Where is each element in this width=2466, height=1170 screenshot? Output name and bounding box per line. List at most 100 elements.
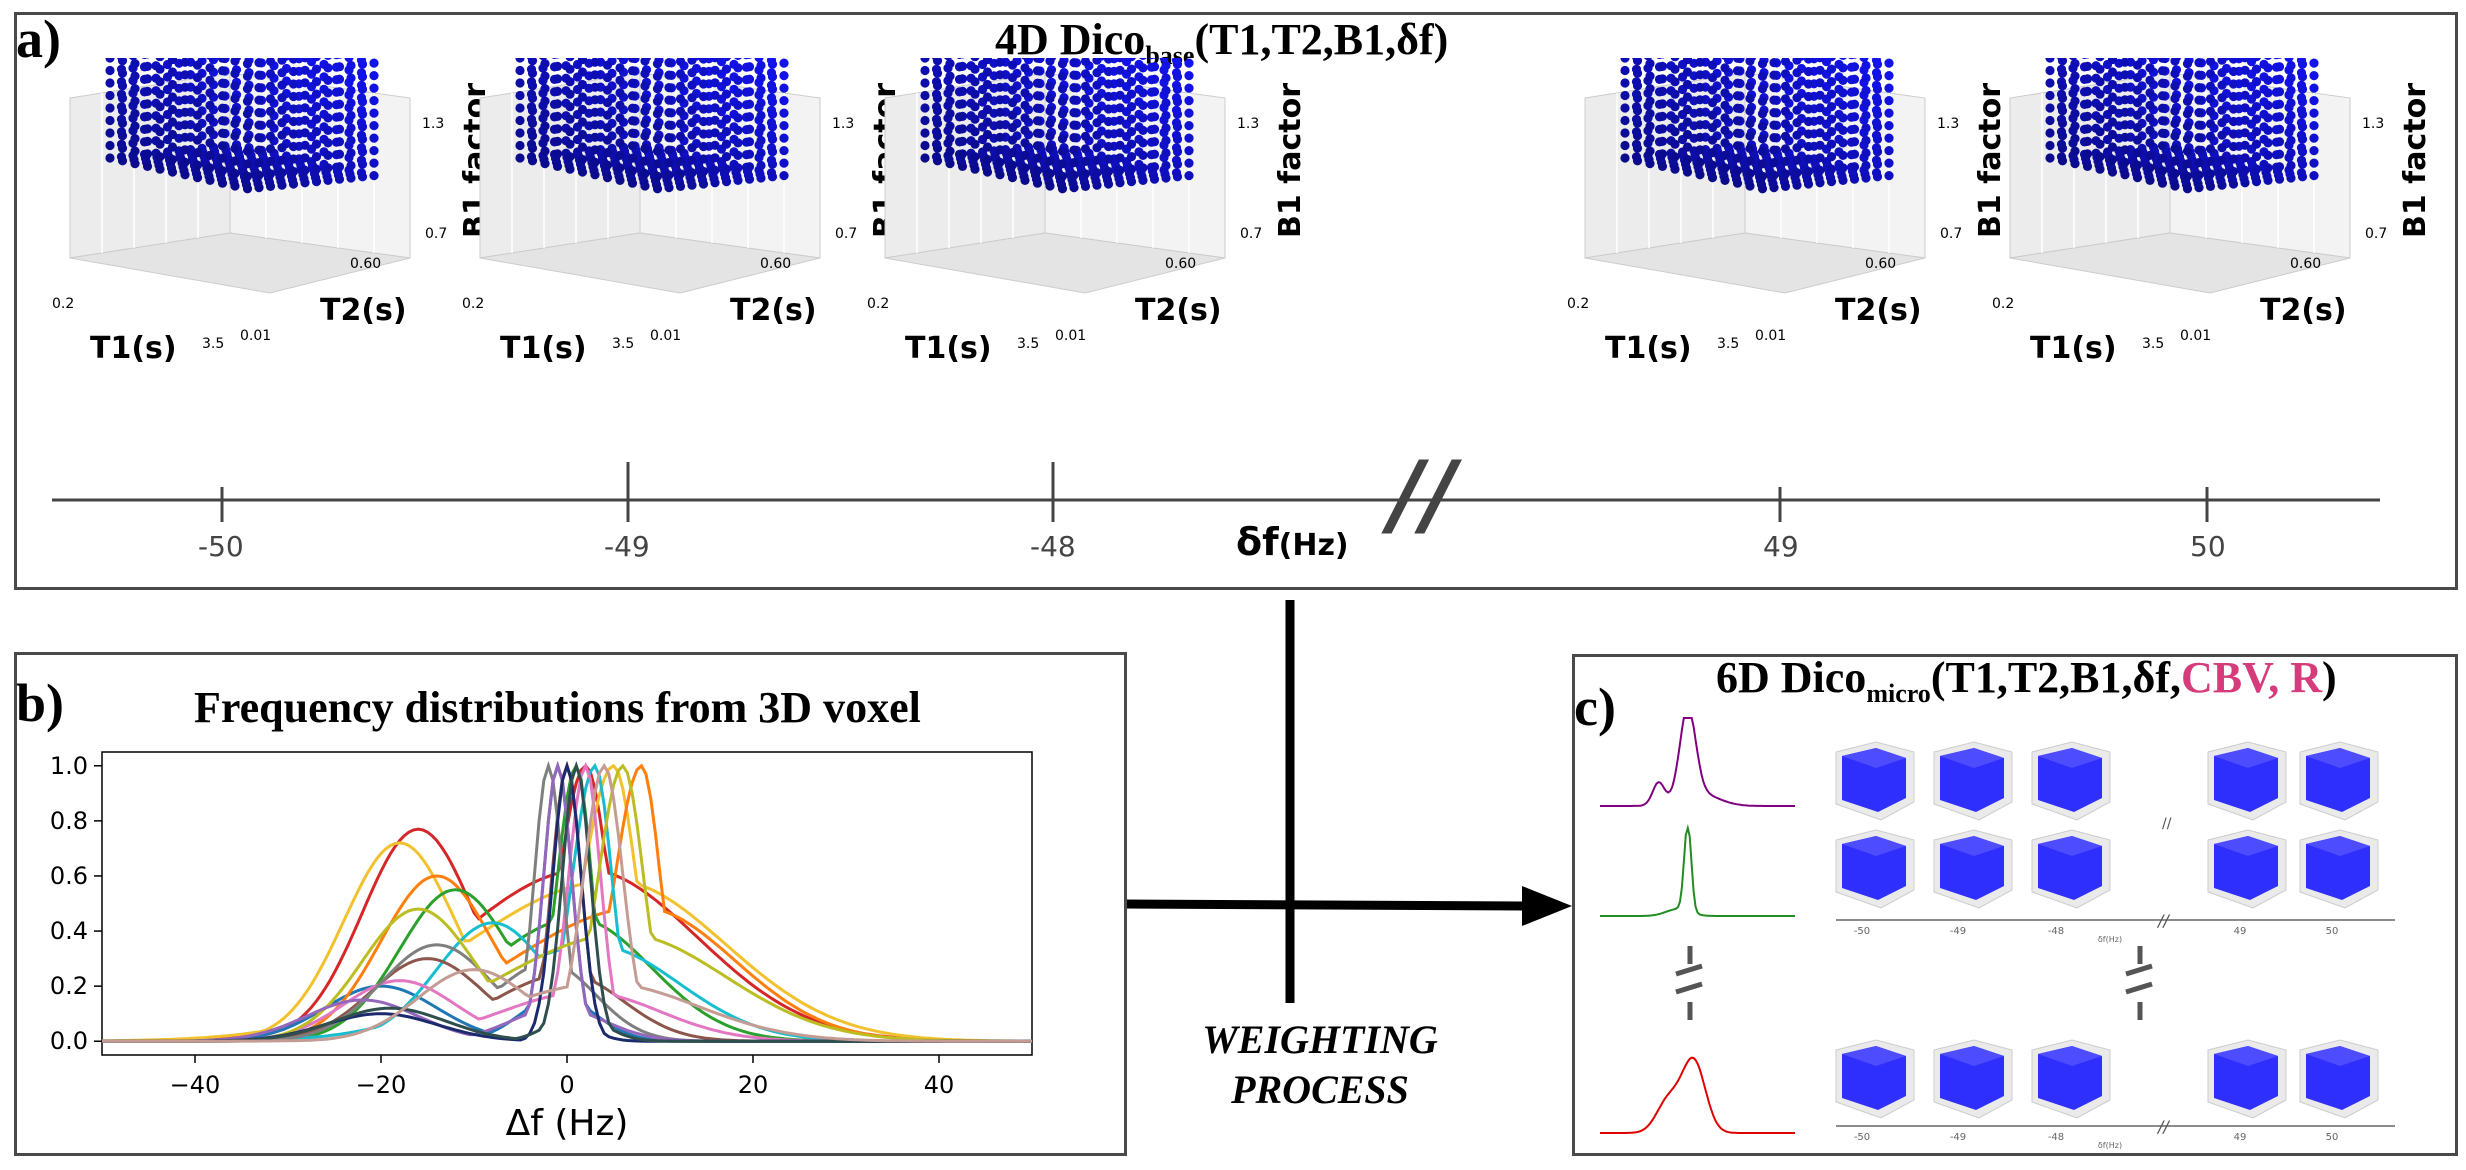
panel-c-title-sub: micro xyxy=(1866,678,1931,708)
t1-min-tick: 0.2 xyxy=(462,296,484,312)
panel-c-title-mid: (T1,T2,B1,δf, xyxy=(1930,653,2181,702)
mini-break-mark: // xyxy=(2162,816,2172,832)
df-axis-label-symbol: δf xyxy=(1236,520,1279,564)
df-tick-label-4: 49 xyxy=(1763,530,1799,563)
mini-cube xyxy=(2299,741,2379,821)
mini-cube xyxy=(2031,1039,2111,1119)
parameter-cube: 0.2 3.5 0.01 0.60 0.7 1.3 T1(s) T2(s) B1 factor xyxy=(1992,58,2433,366)
mini-df-tick-label: 50 xyxy=(2326,1132,2339,1143)
b1-axis-label: B1 factor xyxy=(1973,83,2008,238)
t2-axis-label: T2(s) xyxy=(1135,293,1222,328)
df-axis-label-unit: (Hz) xyxy=(1278,528,1349,563)
x-tick-label: −40 xyxy=(170,1071,221,1099)
panel-b-label: b) xyxy=(16,673,65,733)
panel-c-label: c) xyxy=(1574,677,1616,737)
t2-axis-label: T2(s) xyxy=(1835,293,1922,328)
mini-df-tick-label: 50 xyxy=(2326,926,2339,937)
mini-df-tick-label: -49 xyxy=(1950,1132,1966,1143)
distribution-curve xyxy=(102,762,1032,1043)
panel-a-title-post: (T1,T2,B1,δf) xyxy=(1194,15,1449,64)
mini-df-tick-label: -49 xyxy=(1950,926,1966,937)
vertical-break-mark xyxy=(2125,946,2153,1020)
panel-a-title-pre: 4D Dico xyxy=(995,15,1146,64)
mini-cube xyxy=(2031,829,2111,909)
t1-max-tick: 3.5 xyxy=(202,336,224,352)
break-mark: // xyxy=(1381,442,1463,547)
b1-min-tick: 0.7 xyxy=(1240,226,1262,242)
b1-max-tick: 1.3 xyxy=(422,116,444,132)
mini-cube xyxy=(2207,1039,2287,1119)
t1-axis-label: T1(s) xyxy=(1605,331,1692,366)
mini-df-tick-label: 49 xyxy=(2234,926,2247,937)
mini-cube xyxy=(1933,741,2013,821)
t1-min-tick: 0.2 xyxy=(1992,296,2014,312)
b1-max-tick: 1.3 xyxy=(2362,116,2384,132)
dictionary-cube: 0.2 3.5 0.01 0.60 0.7 1.3 T1(s) T2(s) B1 factor xyxy=(1992,58,2433,366)
t2-axis-label: T2(s) xyxy=(730,293,817,328)
panel-b-title: Frequency distributions from 3D voxel xyxy=(194,683,921,732)
panel-c-title: 6D Dicomicro(T1,T2,B1,δf,CBV, R) xyxy=(1716,652,2337,709)
b1-axis-label: B1 factor xyxy=(2398,83,2433,238)
t2-max-tick: 0.60 xyxy=(760,256,791,272)
mini-cube xyxy=(1933,1039,2013,1119)
x-tick-label: 0 xyxy=(559,1071,574,1099)
weighting-line-1: WEIGHTING xyxy=(1202,1017,1438,1062)
mini-cube xyxy=(2207,741,2287,821)
b1-min-tick: 0.7 xyxy=(425,226,447,242)
micro-spectrum-green xyxy=(1600,824,1795,917)
mini-df-axis-label: δf(Hz) xyxy=(2098,1141,2122,1150)
df-tick-label-2: -49 xyxy=(604,530,650,563)
weighting-line-2: PROCESS xyxy=(1231,1067,1409,1112)
weighting-label: WEIGHTING PROCESS xyxy=(1180,1015,1460,1115)
df-tick-label-1: -50 xyxy=(198,530,244,563)
t1-max-tick: 3.5 xyxy=(2142,336,2164,352)
y-tick-label: 0.4 xyxy=(50,917,88,945)
parameter-cube: 0.2 3.5 0.01 0.60 0.7 1.3 T1(s) T2(s) B1 factor xyxy=(867,58,1308,366)
df-axis-label: δf(Hz) xyxy=(1236,520,1349,564)
t1-axis-label: T1(s) xyxy=(2030,331,2117,366)
panel-c-title-pink: CBV, R xyxy=(2181,653,2323,702)
x-tick-label: 40 xyxy=(924,1071,955,1099)
mini-cube xyxy=(1835,741,1915,821)
t1-max-tick: 3.5 xyxy=(612,336,634,352)
mini-df-tick-label: -50 xyxy=(1854,926,1870,937)
mini-break-mark: // xyxy=(2156,911,2170,930)
frequency-chart: −40 −20 0 20 40 0.0 0.2 0.4 0.6 0.8 1.0 Δf (Hz) xyxy=(50,751,1033,1144)
df-tick-label-3: -48 xyxy=(1030,530,1076,563)
mini-df-tick-label: -48 xyxy=(2048,926,2064,937)
t1-axis-label: T1(s) xyxy=(500,331,587,366)
mini-df-axis-label: δf(Hz) xyxy=(2098,935,2122,944)
t2-axis-label: T2(s) xyxy=(2260,293,2347,328)
t1-axis-label: T1(s) xyxy=(905,331,992,366)
panel-c-title-pre: 6D Dico xyxy=(1716,653,1867,702)
y-tick-label: 0.0 xyxy=(50,1027,88,1055)
micro-spectrum-purple xyxy=(1600,717,1795,807)
vertical-break-mark xyxy=(1675,946,1703,1020)
mini-cube xyxy=(1933,829,2013,909)
y-tick-label: 0.2 xyxy=(50,972,88,1000)
t2-min-tick: 0.01 xyxy=(2180,328,2211,344)
parameter-cube: 0.2 3.5 0.01 0.60 0.7 1.3 T1(s) T2(s) B1 factor xyxy=(1567,58,2008,366)
t1-axis-label: T1(s) xyxy=(90,331,177,366)
mini-cube xyxy=(2207,829,2287,909)
b1-max-tick: 1.3 xyxy=(1937,116,1959,132)
mini-break-mark: // xyxy=(2156,1117,2170,1136)
mini-df-tick-label: -48 xyxy=(2048,1132,2064,1143)
y-tick-label: 1.0 xyxy=(50,752,88,780)
dictionary-cube: 0.2 3.5 0.01 0.60 0.7 1.3 T1(s) T2(s) B1 factor xyxy=(867,58,1308,366)
t1-min-tick: 0.2 xyxy=(867,296,889,312)
t2-max-tick: 0.60 xyxy=(2290,256,2321,272)
panel-b xyxy=(14,652,1127,1156)
x-axis-label: Δf (Hz) xyxy=(506,1103,629,1144)
t2-max-tick: 0.60 xyxy=(1165,256,1196,272)
b1-min-tick: 0.7 xyxy=(835,226,857,242)
b1-axis-label: B1 factor xyxy=(1273,83,1308,238)
mini-df-tick-label: -50 xyxy=(1854,1132,1870,1143)
t1-max-tick: 3.5 xyxy=(1017,336,1039,352)
micro-spectrum-red xyxy=(1600,1056,1795,1134)
x-tick-label: 20 xyxy=(738,1071,769,1099)
dictionary-cube: 0.2 3.5 0.01 0.60 0.7 1.3 T1(s) T2(s) B1 factor xyxy=(1567,58,2008,366)
mini-cube xyxy=(2299,829,2379,909)
